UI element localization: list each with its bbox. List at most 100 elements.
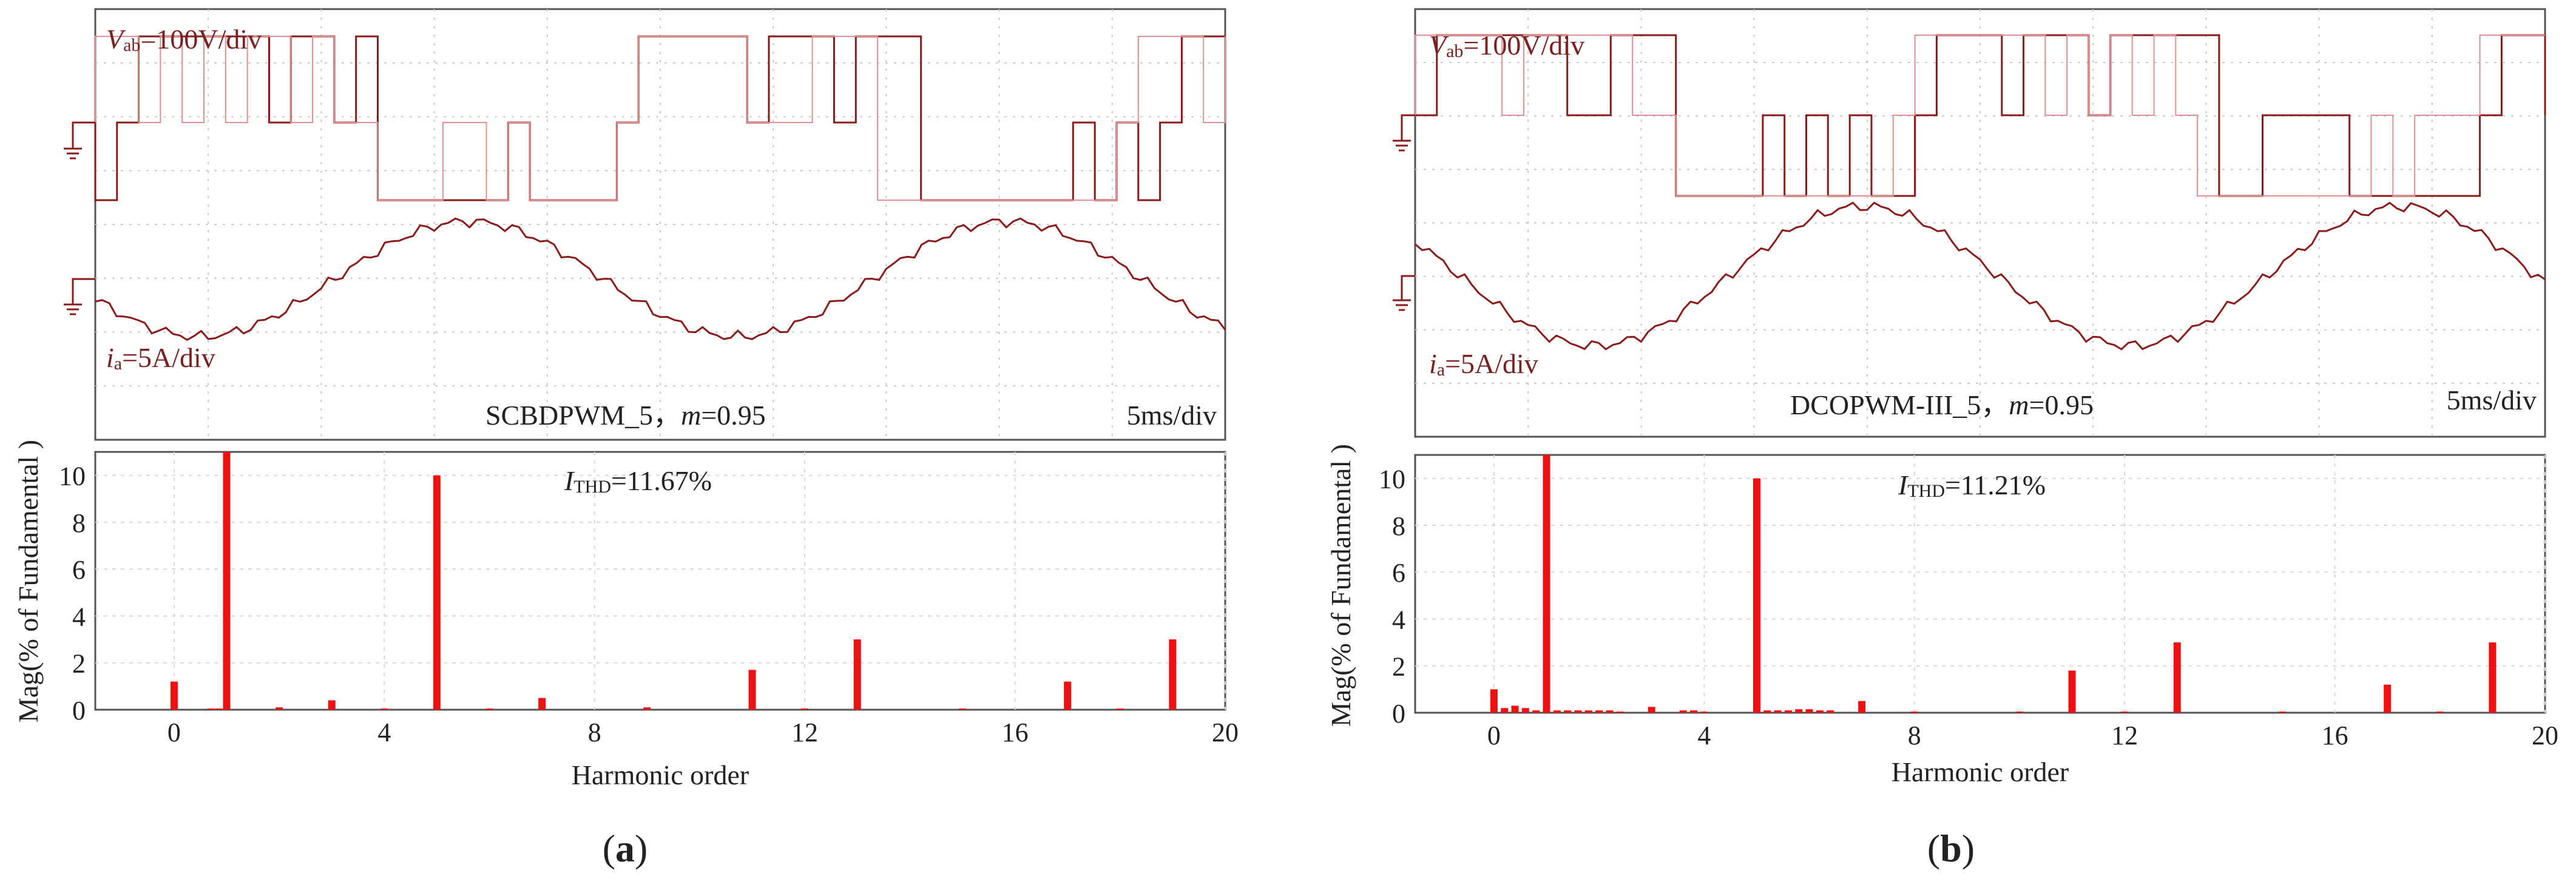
spectrum-b-thd: ITHD=11.21%	[1898, 469, 2046, 501]
spectrum-b-bar	[1595, 710, 1603, 713]
spectrum-b-bar	[1553, 710, 1561, 713]
spectrum-b-bars	[1490, 455, 2497, 713]
caption-a: (a)	[603, 827, 648, 870]
spectrum-a-bar	[643, 707, 651, 710]
spectrum-a-ytick-label: 8	[72, 508, 86, 538]
spectrum-b-bar	[2121, 712, 2129, 713]
spectrum-b-bar	[1858, 701, 1866, 713]
spectrum-a-ytick-label: 4	[72, 602, 86, 631]
spectrum-a-bar	[223, 452, 231, 710]
spectrum-b-bar	[2278, 712, 2286, 713]
spectrum-a-bar	[538, 698, 546, 710]
spectrum-b-ytick-label: 4	[1392, 605, 1405, 634]
spectrum-b-bar	[2436, 712, 2444, 713]
spectrum-a-bar	[433, 475, 441, 710]
spectrum-b-ytick-label: 8	[1392, 511, 1405, 541]
spectrum-a-xlabel: Harmonic order	[572, 759, 749, 790]
spectrum-a-bars	[170, 452, 1177, 710]
spectrum-b-bar	[1584, 710, 1592, 713]
spectrum-b-ytick-label: 6	[1392, 558, 1405, 588]
spectrum-b-xtick-label: 12	[2111, 721, 2138, 750]
spectrum-b-bar	[1574, 710, 1582, 713]
spectrum-b-grid	[1415, 455, 2546, 713]
spectrum-b-bar	[1774, 710, 1782, 713]
spectrum-a-xtick-label: 20	[1212, 718, 1239, 747]
spectrum-b-bar	[1763, 710, 1771, 713]
spectrum-b-xtick-label: 4	[1697, 721, 1711, 750]
osc-a-timebase: 5ms/div	[1127, 400, 1217, 431]
spectrum-b-xtick-label: 8	[1908, 721, 1921, 750]
osc-a-current-label: ia=5A/div	[106, 342, 215, 374]
spectrum-b-ytick-label: 0	[1392, 699, 1405, 729]
spectrum-a-bar	[748, 670, 756, 710]
spectrum-b-bar	[1501, 708, 1509, 713]
caption-b: (b)	[1927, 827, 1975, 870]
spectrum-a-bar	[328, 700, 336, 710]
osc-a-voltage-trace-secondary	[95, 36, 1226, 201]
spectrum-b-bar	[1521, 708, 1529, 713]
spectrum-a-xtick-label: 8	[588, 718, 601, 747]
osc-a-ground-marker-current	[64, 278, 95, 315]
spectrum-b-bar	[1700, 712, 1708, 713]
spectrum-b-bar	[1679, 710, 1687, 713]
spectrum-b-bar	[1784, 710, 1792, 713]
spectrum-a-xtick-label: 4	[377, 718, 391, 747]
osc-a-current-trace	[95, 217, 1226, 342]
osc-a: Vab=100V/div ia=5A/div SCBDPWM_5，m=0.95 …	[64, 8, 1226, 441]
spectrum-b-ylabel: Mag(% of Fundamental )	[1325, 444, 1356, 727]
osc-b-method-label: DCOPWM-III_5，m=0.95	[1790, 389, 2094, 420]
spectrum-b-bar	[1648, 707, 1655, 713]
spectrum-b-bar	[1910, 712, 1918, 713]
spectrum-a-bar	[485, 708, 493, 710]
spectrum-b-bar	[1827, 710, 1834, 713]
spectrum-b-bar	[2489, 642, 2497, 713]
spectrum-b: 0 2 4 6 8 10 0 4 8 12 16 20 ITHD=11.21% Harmonic or…	[1325, 444, 2558, 787]
spectrum-b-ytick-label: 2	[1392, 652, 1405, 682]
osc-b-voltage-label: Vab=100V/div	[1429, 30, 1584, 61]
osc-a-method-label: SCBDPWM_5，m=0.95	[485, 400, 766, 431]
spectrum-a-bar	[958, 708, 966, 710]
osc-b-timebase: 5ms/div	[2447, 385, 2537, 416]
spectrum-b-bar	[2015, 712, 2023, 713]
spectrum-a-ticks: 0 2 4 6 8 10 0 4 8 12 16 20	[59, 462, 1239, 747]
spectrum-b-ytick-label: 10	[1379, 465, 1405, 494]
spectrum-b-bar	[1690, 710, 1698, 713]
spectrum-b-bar	[1616, 712, 1624, 713]
spectrum-b-bar	[1532, 710, 1540, 713]
spectrum-a-ytick-label: 0	[72, 696, 86, 725]
spectrum-a-ylabel: Mag(% of Fundamental )	[13, 440, 44, 722]
osc-b: Vab=100V/div ia=5A/div DCOPWM-III_5，m=0.…	[1393, 8, 2546, 438]
spectrum-b-bar	[1816, 710, 1824, 713]
osc-a-grid	[95, 9, 1225, 440]
osc-b-ground-marker-voltage	[1393, 114, 1415, 152]
spectrum-b-xtick-label: 20	[2532, 721, 2558, 750]
spectrum-a-bar	[1116, 708, 1124, 710]
osc-a-voltage-label: Vab=100V/div	[106, 24, 262, 55]
spectrum-b-bar	[1511, 705, 1519, 713]
spectrum-a-bar	[1064, 681, 1072, 710]
spectrum-a-xtick-label: 0	[167, 718, 181, 747]
spectrum-b-bar	[2068, 670, 2076, 713]
spectrum-a-bar	[380, 708, 388, 710]
spectrum-b-ticks: 0 2 4 6 8 10 0 4 8 12 16 20	[1379, 465, 2558, 750]
spectrum-a-bar	[801, 708, 809, 710]
spectrum-a-bar	[1169, 639, 1177, 710]
osc-b-current-label: ia=5A/div	[1429, 348, 1538, 380]
spectrum-a-xtick-label: 12	[791, 718, 818, 747]
osc-b-current-trace	[1415, 201, 2546, 351]
osc-a-ground-marker-voltage	[64, 121, 95, 160]
spectrum-a-bar	[215, 708, 223, 710]
spectrum-b-bar	[1753, 478, 1760, 713]
spectrum-b-bar	[1543, 455, 1550, 713]
spectrum-a: 0 2 4 6 8 10 0 4 8 12 16 20 ITHD=11.67% Harmonic or…	[13, 440, 1239, 790]
spectrum-b-xlabel: Harmonic order	[1891, 756, 2069, 787]
spectrum-b-frame	[1414, 454, 2546, 714]
spectrum-a-bar	[276, 707, 283, 710]
spectrum-b-bar	[1795, 709, 1803, 713]
spectrum-b-bar	[2384, 684, 2392, 713]
spectrum-a-xtick-label: 16	[1002, 718, 1029, 747]
spectrum-a-bar	[207, 708, 215, 710]
spectrum-b-bar	[1490, 689, 1498, 713]
osc-b-voltage-trace-secondary	[1415, 35, 2545, 197]
